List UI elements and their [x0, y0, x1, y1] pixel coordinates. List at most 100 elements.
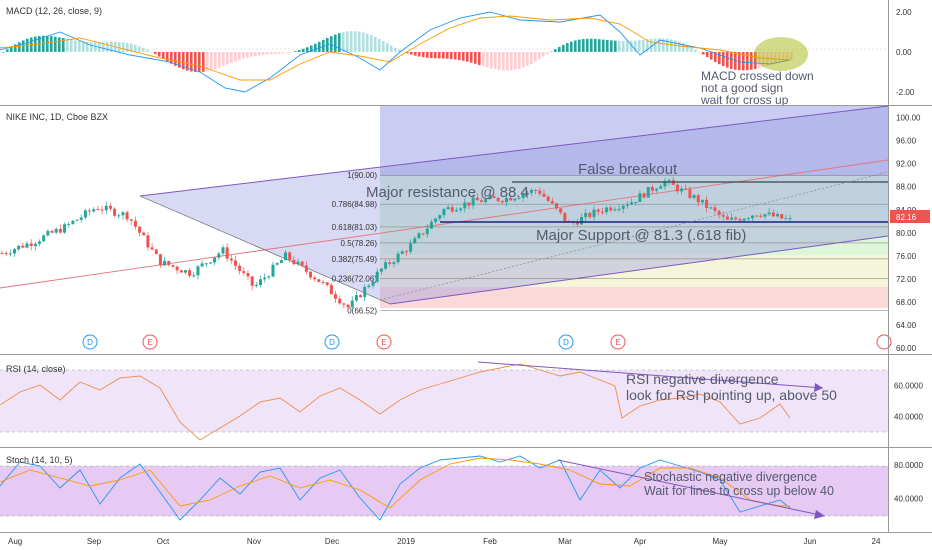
support-label: Major Support @ 81.3 (.618 fib) — [536, 227, 746, 244]
stoch-divergence-arrow — [557, 459, 826, 517]
resistance-label: Major resistance @ 88.4 — [366, 184, 529, 201]
event-marker-label: D — [329, 338, 335, 347]
candle-body — [471, 197, 475, 206]
pitchfork-median — [0, 159, 889, 289]
candle-body — [288, 252, 292, 260]
candle-body — [780, 214, 784, 219]
macd-histogram-bar — [506, 52, 509, 71]
candle-body — [559, 208, 563, 213]
candle-body — [346, 304, 350, 308]
macd-histogram-bar — [166, 52, 169, 62]
macd-histogram-bar — [282, 52, 285, 54]
fib-level-label: 1(90.00) — [347, 171, 377, 180]
macd-histogram-bar — [162, 52, 165, 59]
macd-histogram-bar — [46, 35, 49, 52]
candle-body — [242, 271, 246, 274]
candle-body — [29, 243, 33, 247]
candle-body — [183, 270, 187, 273]
macd-histogram-bar — [450, 52, 453, 60]
candle-body — [175, 266, 179, 271]
fib-level-label: 0.618(81.03) — [332, 223, 378, 232]
candle-body — [784, 218, 788, 220]
candle-body — [442, 209, 446, 216]
candle-body — [334, 294, 338, 299]
fib-zone-top — [380, 106, 888, 176]
macd-histogram-bar — [270, 52, 273, 55]
candle-body — [200, 263, 204, 267]
macd-histogram-bar — [406, 52, 409, 54]
candle-body — [425, 228, 429, 235]
candle-body — [246, 273, 250, 277]
candle-body — [730, 217, 734, 220]
candle-body — [117, 215, 121, 217]
macd-histogram-bar — [302, 48, 305, 52]
macd-histogram-bar — [370, 35, 373, 52]
macd-histogram-bar — [242, 52, 245, 59]
macd-histogram-bar — [226, 52, 229, 65]
macd-histogram-bar — [66, 38, 69, 52]
candle-body — [17, 245, 21, 250]
candle-body — [484, 199, 488, 203]
macd-histogram-bar — [310, 45, 313, 52]
candle-body — [417, 233, 421, 239]
candle-body — [630, 202, 634, 205]
candle-body — [92, 209, 96, 212]
macd-histogram-bar — [486, 52, 489, 68]
macd-histogram-bar — [666, 38, 669, 52]
candle-body — [580, 217, 584, 225]
candle-body — [721, 215, 725, 217]
stoch-title: Stoch (14, 10, 5) — [6, 455, 73, 465]
candle-body — [542, 193, 546, 197]
macd-histogram-bar — [626, 40, 629, 52]
macd-histogram-bar — [362, 32, 365, 52]
fib-level-label: 0.786(84.98) — [332, 200, 378, 209]
candle-body — [459, 208, 463, 211]
candle-body — [609, 207, 613, 211]
macd-histogram-bar — [102, 42, 105, 52]
candle-body — [621, 205, 625, 209]
candle-body — [58, 228, 62, 233]
candle-body — [225, 247, 229, 259]
candle-body — [592, 209, 596, 218]
candle-body — [638, 193, 642, 202]
macd-histogram-bar — [634, 40, 637, 52]
rsi-annotation-line-1: RSI negative divergence — [626, 371, 779, 387]
macd-histogram-bar — [646, 39, 649, 52]
candle-body — [63, 224, 67, 233]
candle-body — [54, 228, 58, 233]
macd-histogram-bar — [274, 52, 277, 55]
macd-histogram-bar — [614, 40, 617, 52]
macd-histogram-bar — [498, 52, 501, 71]
dividend-marker — [324, 334, 340, 350]
candle-body — [8, 253, 12, 255]
macd-histogram-bar — [454, 52, 457, 60]
candle-body — [625, 204, 629, 206]
candle-body — [196, 266, 200, 276]
candle-body — [0, 253, 4, 255]
candle-body — [596, 209, 600, 212]
macd-histogram-bar — [522, 52, 525, 68]
macd-histogram-bar — [682, 43, 685, 52]
macd-histogram-bar — [386, 43, 389, 52]
macd-histogram-bar — [322, 39, 325, 52]
macd-histogram-bar — [298, 50, 301, 52]
macd-histogram-bar — [350, 31, 353, 52]
macd-histogram-bar — [702, 52, 705, 55]
price-axis-tick: 88.00 — [896, 183, 917, 192]
candle-body — [67, 223, 71, 225]
macd-histogram-bar — [330, 36, 333, 52]
candle-body — [167, 260, 171, 266]
event-marker-label: E — [147, 338, 152, 347]
time-axis-tick: Dec — [325, 537, 339, 546]
macd-histogram-bar — [358, 31, 361, 52]
macd-histogram-bar — [462, 52, 465, 61]
macd-histogram-bar — [550, 51, 553, 53]
macd-histogram-bar — [642, 39, 645, 52]
candle-body — [25, 243, 29, 248]
time-axis-tick: 2019 — [397, 537, 415, 546]
macd-histogram-bar — [142, 47, 145, 52]
candle-body — [384, 262, 388, 269]
stoch-band — [0, 466, 888, 516]
